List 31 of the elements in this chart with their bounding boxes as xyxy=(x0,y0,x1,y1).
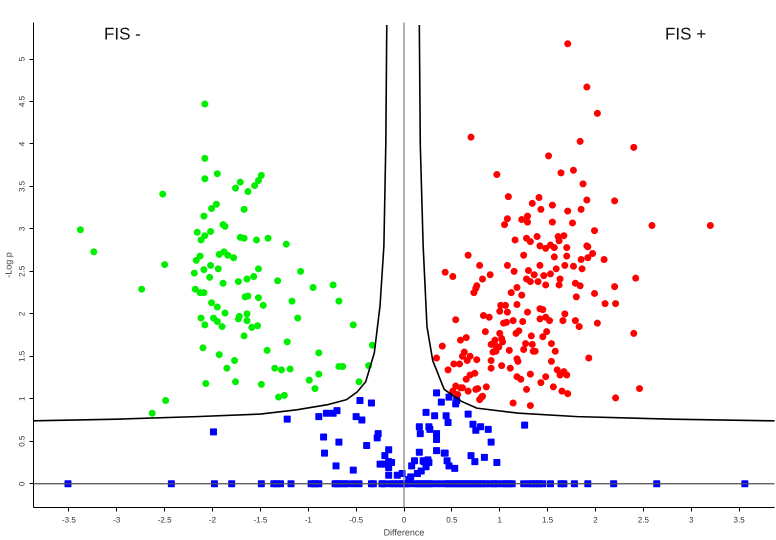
x-tick-label: 0.5 xyxy=(446,516,458,524)
x-tick-label: -2.5 xyxy=(158,516,172,524)
y-tick-label: 5 xyxy=(18,56,26,62)
y-tick-label: 0.5 xyxy=(18,435,26,447)
annotation: FIS - xyxy=(104,24,141,44)
x-tick-label: -0.5 xyxy=(349,516,364,524)
y-tick-label: 2 xyxy=(18,311,26,316)
y-tick-label: 1.5 xyxy=(18,350,26,362)
x-tick-label: 2 xyxy=(593,516,598,524)
x-tick-label: 1.5 xyxy=(542,516,554,524)
x-tick-label: -3 xyxy=(113,516,121,524)
x-tick-label: -3.5 xyxy=(62,516,76,524)
x-tick-label: 0 xyxy=(402,516,407,524)
x-axis-title: Difference xyxy=(384,528,424,538)
y-tick-label: 0 xyxy=(18,480,26,486)
y-axis-title: -Log p xyxy=(4,252,14,278)
annotation: FIS + xyxy=(665,24,706,44)
x-tick-label: -1 xyxy=(304,516,312,524)
y-tick-label: 1 xyxy=(18,396,26,402)
x-tick-label: 3 xyxy=(688,516,694,524)
y-tick-label: 2.5 xyxy=(18,265,26,277)
line-series xyxy=(418,24,774,422)
x-tick-label: 3.5 xyxy=(734,516,746,524)
x-tick-label: -2 xyxy=(208,516,217,524)
y-tick-label: 4 xyxy=(18,141,26,146)
y-tick-label: 3 xyxy=(18,226,26,232)
y-tick-label: 3.5 xyxy=(18,180,26,192)
y-tick-label: 4.5 xyxy=(18,95,26,108)
x-tick-label: -1.5 xyxy=(254,516,268,524)
x-tick-label: 2.5 xyxy=(638,516,650,524)
x-tick-label: 1 xyxy=(498,516,503,524)
